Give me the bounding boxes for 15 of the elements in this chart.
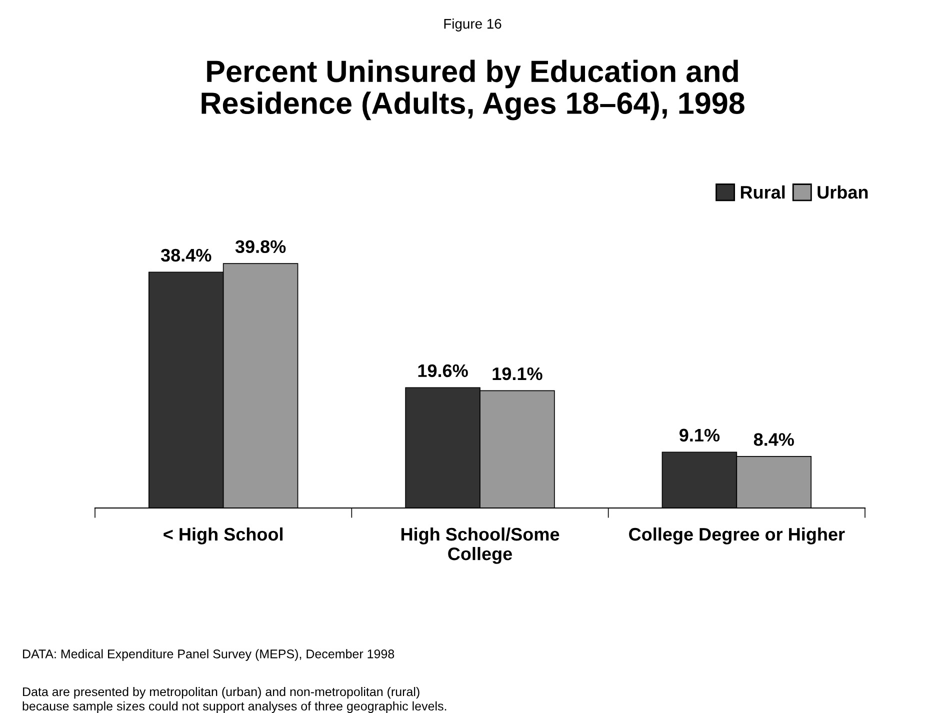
data-label: 8.4%: [754, 433, 794, 446]
data-label: 9.1%: [680, 428, 720, 442]
legend-label: Rural: [740, 185, 785, 199]
x-tick-label: < High School: [164, 527, 282, 544]
chart-subtitle: Figure 16: [444, 18, 502, 32]
legend-label: Urban: [818, 185, 868, 199]
x-tick-label: High School/Some College: [401, 527, 560, 564]
data-label: 38.4%: [160, 248, 212, 262]
chart-title: Percent Uninsured by Education and Residence (Adults, Ages 18–64), 1998: [202, 60, 744, 120]
x-tick-label: College Degree or Higher: [629, 527, 845, 544]
data-label: 39.8%: [235, 240, 286, 254]
text: DATA: Medical Expenditure Panel Survey (MEPS), December 1998: [23, 649, 394, 661]
text: Data are presented by metropolitan (urban) and non-metropolitan (rural) because sample sizes could not support analyses of three geographic levels.: [22, 686, 446, 713]
data-label: 19.1%: [492, 367, 542, 380]
data-label: 19.6%: [418, 364, 468, 378]
